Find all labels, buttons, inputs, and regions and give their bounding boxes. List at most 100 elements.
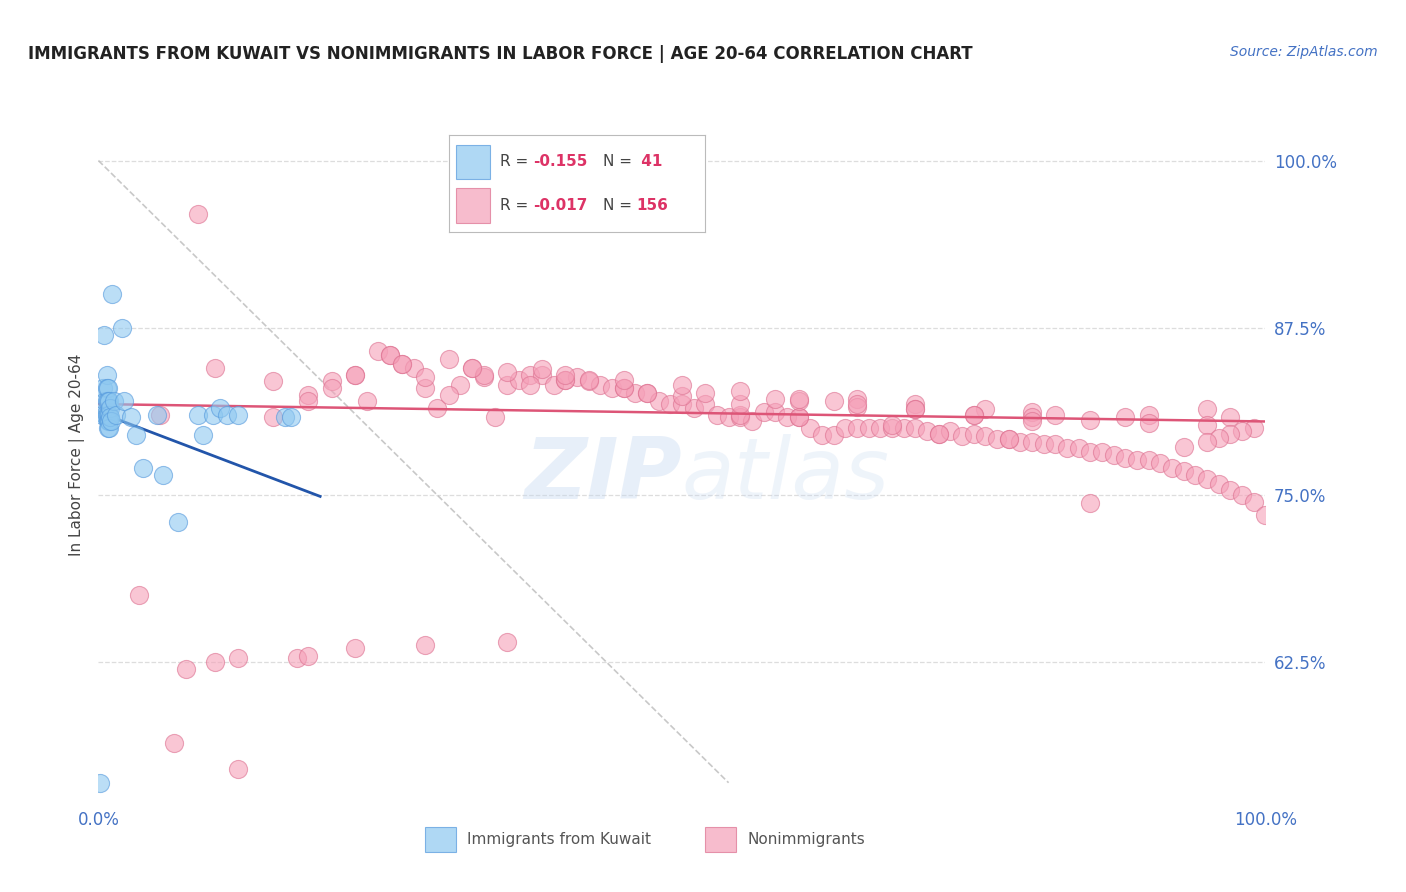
- Point: [1254, 508, 1277, 523]
- Point: [103, 394, 125, 409]
- Point: [939, 424, 962, 438]
- Point: [472, 370, 495, 384]
- Point: [904, 402, 927, 417]
- Point: [174, 662, 197, 676]
- Point: [600, 381, 623, 395]
- Point: [1114, 410, 1136, 425]
- Point: [201, 408, 224, 422]
- Point: [96, 368, 118, 382]
- Point: [1219, 483, 1241, 497]
- Point: [1091, 445, 1114, 459]
- Point: [1137, 453, 1160, 467]
- Point: [787, 410, 810, 425]
- Point: [1230, 488, 1253, 502]
- Point: [285, 651, 308, 665]
- Point: [1137, 408, 1160, 422]
- Point: [787, 394, 810, 409]
- Point: [96, 408, 118, 422]
- Point: [950, 429, 973, 443]
- Point: [1208, 431, 1230, 445]
- Point: [97, 414, 120, 429]
- Point: [962, 408, 984, 422]
- Y-axis label: In Labor Force | Age 20-64: In Labor Force | Age 20-64: [69, 354, 86, 556]
- Point: [752, 405, 775, 419]
- Point: [613, 373, 636, 387]
- Point: [97, 394, 120, 409]
- Point: [193, 428, 215, 442]
- Text: N =: N =: [603, 197, 631, 212]
- Point: [543, 378, 565, 392]
- Point: [367, 343, 389, 358]
- Point: [730, 408, 752, 422]
- Point: [730, 397, 752, 411]
- Point: [706, 408, 728, 422]
- Point: [1230, 424, 1253, 438]
- Point: [402, 361, 425, 376]
- Point: [344, 640, 367, 655]
- Text: Immigrants from Kuwait: Immigrants from Kuwait: [467, 832, 651, 847]
- Bar: [456, 145, 489, 178]
- Point: [1195, 472, 1218, 486]
- Point: [297, 388, 319, 402]
- Point: [96, 394, 118, 409]
- Point: [1173, 464, 1195, 478]
- Point: [97, 421, 120, 435]
- Point: [1080, 445, 1102, 459]
- Point: [228, 763, 250, 777]
- Point: [530, 362, 553, 376]
- Point: [94, 394, 117, 409]
- Point: [437, 351, 460, 366]
- Point: [671, 389, 693, 403]
- Point: [228, 651, 250, 665]
- Point: [1173, 440, 1195, 454]
- Text: atlas: atlas: [682, 434, 890, 517]
- Point: [262, 410, 284, 425]
- Point: [624, 386, 647, 401]
- Point: [461, 361, 484, 376]
- Point: [904, 397, 927, 411]
- Point: [472, 368, 495, 382]
- Text: -0.155: -0.155: [533, 154, 588, 169]
- Point: [717, 410, 740, 425]
- Point: [1195, 418, 1218, 433]
- Text: R =: R =: [501, 154, 529, 169]
- Text: -0.017: -0.017: [533, 197, 588, 212]
- Point: [799, 421, 821, 435]
- Point: [1184, 468, 1206, 483]
- Point: [880, 418, 903, 433]
- Point: [962, 426, 984, 441]
- Point: [344, 368, 367, 382]
- Point: [1161, 461, 1184, 475]
- Point: [1021, 434, 1043, 449]
- Point: [204, 361, 226, 376]
- Point: [1126, 453, 1149, 467]
- Point: [695, 397, 717, 411]
- Point: [578, 375, 600, 389]
- Point: [671, 378, 693, 392]
- Point: [496, 365, 519, 379]
- Point: [146, 408, 169, 422]
- Point: [96, 381, 118, 395]
- Point: [356, 394, 378, 409]
- Point: [413, 381, 436, 395]
- Point: [1137, 416, 1160, 430]
- Point: [391, 357, 413, 371]
- Point: [426, 401, 449, 416]
- Text: N =: N =: [603, 154, 631, 169]
- Point: [811, 428, 834, 442]
- Point: [869, 421, 891, 435]
- Point: [554, 368, 576, 382]
- Point: [120, 410, 142, 425]
- Point: [1021, 410, 1043, 425]
- Point: [730, 410, 752, 425]
- Point: [787, 410, 810, 425]
- Text: IMMIGRANTS FROM KUWAIT VS NONIMMIGRANTS IN LABOR FORCE | AGE 20-64 CORRELATION C: IMMIGRANTS FROM KUWAIT VS NONIMMIGRANTS …: [28, 45, 973, 62]
- Point: [98, 410, 121, 425]
- Point: [132, 461, 155, 475]
- Point: [659, 397, 682, 411]
- Point: [928, 426, 950, 441]
- Point: [97, 421, 120, 435]
- Point: [104, 408, 127, 422]
- Point: [730, 384, 752, 398]
- Point: [321, 381, 343, 395]
